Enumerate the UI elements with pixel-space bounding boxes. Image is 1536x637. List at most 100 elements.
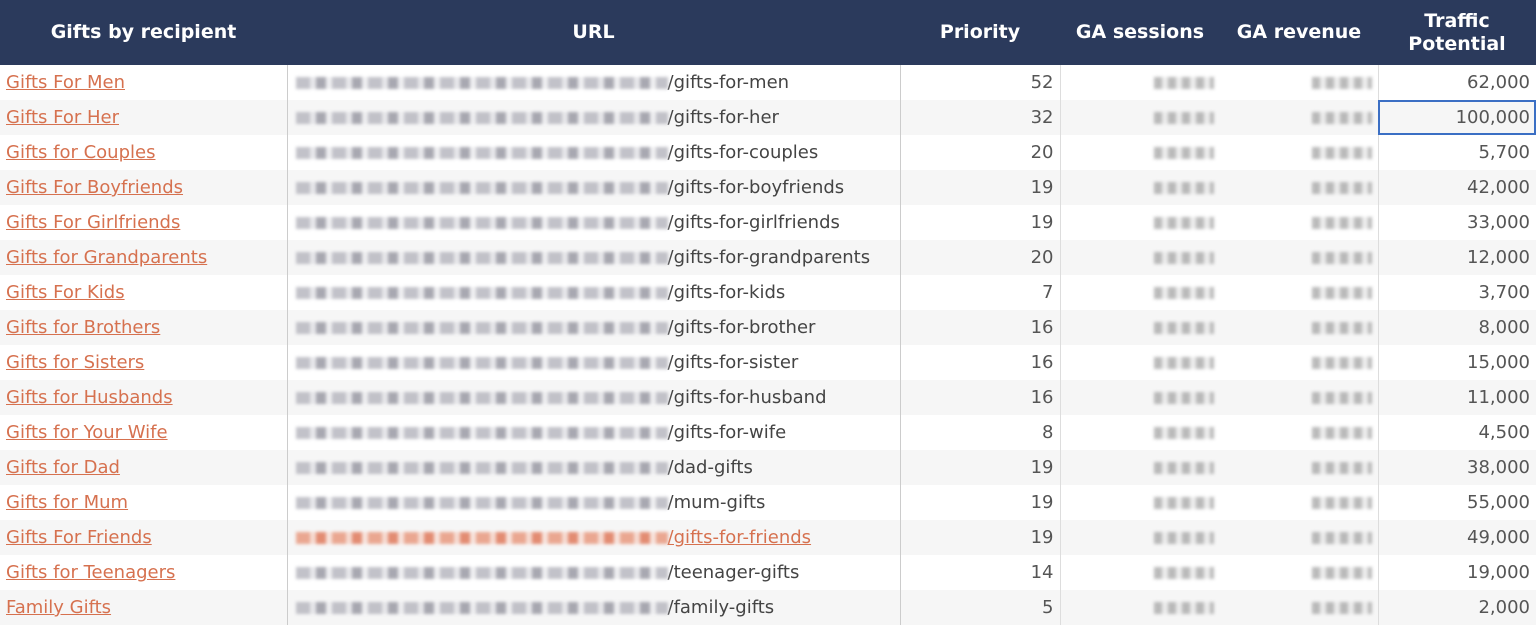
recipient-link[interactable]: Gifts for Sisters [6,352,145,373]
traffic-potential-cell[interactable]: 42,000 [1378,170,1536,205]
url-cell[interactable]: /gifts-for-boyfriends [286,170,901,205]
ga-revenue-cell[interactable] [1220,65,1379,100]
recipient-cell[interactable]: Gifts For Men [0,65,287,100]
recipient-cell[interactable]: Gifts for Grandparents [0,240,287,275]
header-priority[interactable]: Priority [900,0,1060,65]
header-ga-sessions[interactable]: GA sessions [1060,0,1220,65]
ga-sessions-cell[interactable] [1060,275,1220,310]
recipient-link[interactable]: Gifts For Kids [6,282,125,303]
recipient-link[interactable]: Gifts For Girlfriends [6,212,181,233]
recipient-cell[interactable]: Gifts for Sisters [0,345,287,380]
ga-sessions-cell[interactable] [1060,240,1220,275]
url-cell[interactable]: /gifts-for-men [286,65,901,100]
traffic-potential-cell[interactable]: 4,500 [1478,422,1530,443]
traffic-potential-cell[interactable]: 33,000 [1467,212,1530,233]
ga-revenue-cell[interactable] [1220,485,1379,520]
priority-cell[interactable]: 16 [900,380,1061,415]
header-traffic-potential[interactable]: Traffic Potential [1378,0,1536,65]
traffic-potential-cell[interactable]: 3,700 [1478,282,1530,303]
recipient-cell[interactable]: Gifts for Brothers [0,310,287,345]
recipient-link[interactable]: Gifts For Boyfriends [6,177,184,198]
recipient-link[interactable]: Gifts for Brothers [6,317,161,338]
ga-revenue-cell[interactable] [1220,555,1379,590]
url-cell[interactable]: /family-gifts [286,590,901,625]
recipient-link[interactable]: Gifts for Dad [6,457,120,478]
header-url[interactable]: URL [287,0,900,65]
ga-revenue-cell[interactable] [1220,310,1379,345]
url-cell[interactable]: /gifts-for-brother [286,310,901,345]
priority-cell[interactable]: 19 [900,485,1061,520]
ga-sessions-cell[interactable] [1060,450,1220,485]
ga-sessions-cell[interactable] [1060,205,1220,240]
recipient-link[interactable]: Gifts for Husbands [6,387,173,408]
ga-revenue-cell[interactable] [1220,275,1379,310]
ga-revenue-cell[interactable] [1220,100,1379,135]
traffic-potential-cell[interactable]: 12,000 [1378,240,1536,275]
url-cell[interactable]: /teenager-gifts [286,555,901,590]
url-cell[interactable]: /gifts-for-husband [286,380,901,415]
ga-sessions-cell[interactable] [1060,415,1220,450]
recipient-link[interactable]: Gifts for Your Wife [6,422,168,443]
priority-cell[interactable]: 5 [900,590,1061,625]
url-cell[interactable]: /gifts-for-kids [286,275,901,310]
recipient-cell[interactable]: Gifts For Kids [0,275,287,310]
priority-cell[interactable]: 19 [900,170,1061,205]
traffic-potential-cell[interactable]: 11,000 [1378,380,1536,415]
priority-cell[interactable]: 52 [900,65,1061,100]
recipient-cell[interactable]: Gifts for Couples [0,135,287,170]
url-cell[interactable]: /gifts-for-friends [286,520,901,555]
recipient-cell[interactable]: Gifts For Boyfriends [0,170,287,205]
traffic-potential-cell[interactable]: 5,700 [1478,142,1530,163]
url-cell[interactable]: /gifts-for-sister [286,345,901,380]
ga-sessions-cell[interactable] [1060,380,1220,415]
ga-sessions-cell[interactable] [1060,485,1220,520]
traffic-potential-cell[interactable]: 8,000 [1378,310,1536,345]
ga-revenue-cell[interactable] [1220,170,1379,205]
recipient-link[interactable]: Family Gifts [6,597,112,618]
traffic-potential-cell[interactable]: 2,000 [1378,590,1536,625]
ga-revenue-cell[interactable] [1220,240,1379,275]
url-cell[interactable]: /gifts-for-wife [286,415,901,450]
recipient-link[interactable]: Gifts for Teenagers [6,562,176,583]
ga-sessions-cell[interactable] [1060,100,1220,135]
url-cell[interactable]: /gifts-for-girlfriends [286,205,901,240]
ga-sessions-cell[interactable] [1060,310,1220,345]
traffic-potential-cell[interactable]: 49,000 [1378,520,1536,555]
recipient-link[interactable]: Gifts for Mum [6,492,129,513]
recipient-cell[interactable]: Gifts For Friends [0,520,287,555]
url-cell[interactable]: /gifts-for-her [286,100,901,135]
recipient-cell[interactable]: Gifts for Teenagers [0,555,287,590]
priority-cell[interactable]: 14 [900,555,1061,590]
ga-sessions-cell[interactable] [1060,135,1220,170]
recipient-cell[interactable]: Gifts for Mum [0,485,287,520]
recipient-cell[interactable]: Gifts For Her [0,100,287,135]
priority-cell[interactable]: 16 [900,345,1061,380]
ga-sessions-cell[interactable] [1060,520,1220,555]
ga-revenue-cell[interactable] [1220,450,1379,485]
ga-revenue-cell[interactable] [1220,520,1379,555]
traffic-potential-cell[interactable]: 15,000 [1467,352,1530,373]
recipient-link[interactable]: Gifts For Her [6,107,119,128]
recipient-cell[interactable]: Gifts For Girlfriends [0,205,287,240]
traffic-potential-cell[interactable]: 100,000 [1378,100,1536,135]
recipient-cell[interactable]: Family Gifts [0,590,287,625]
recipient-cell[interactable]: Gifts for Dad [0,450,287,485]
priority-cell[interactable]: 16 [900,310,1061,345]
priority-cell[interactable]: 32 [900,100,1061,135]
recipient-link[interactable]: Gifts For Men [6,72,125,93]
ga-revenue-cell[interactable] [1220,135,1379,170]
recipient-cell[interactable]: Gifts for Your Wife [0,415,287,450]
priority-cell[interactable]: 20 [900,135,1061,170]
ga-sessions-cell[interactable] [1060,590,1220,625]
ga-revenue-cell[interactable] [1220,415,1379,450]
recipient-link[interactable]: Gifts For Friends [6,527,152,548]
url-cell[interactable]: /dad-gifts [286,450,901,485]
priority-cell[interactable]: 19 [900,450,1061,485]
priority-cell[interactable]: 19 [900,520,1061,555]
priority-cell[interactable]: 19 [900,205,1061,240]
recipient-link[interactable]: Gifts for Couples [6,142,156,163]
header-recipient[interactable]: Gifts by recipient [0,0,287,65]
ga-revenue-cell[interactable] [1220,380,1379,415]
ga-revenue-cell[interactable] [1220,205,1379,240]
traffic-potential-cell[interactable]: 38,000 [1378,450,1536,485]
